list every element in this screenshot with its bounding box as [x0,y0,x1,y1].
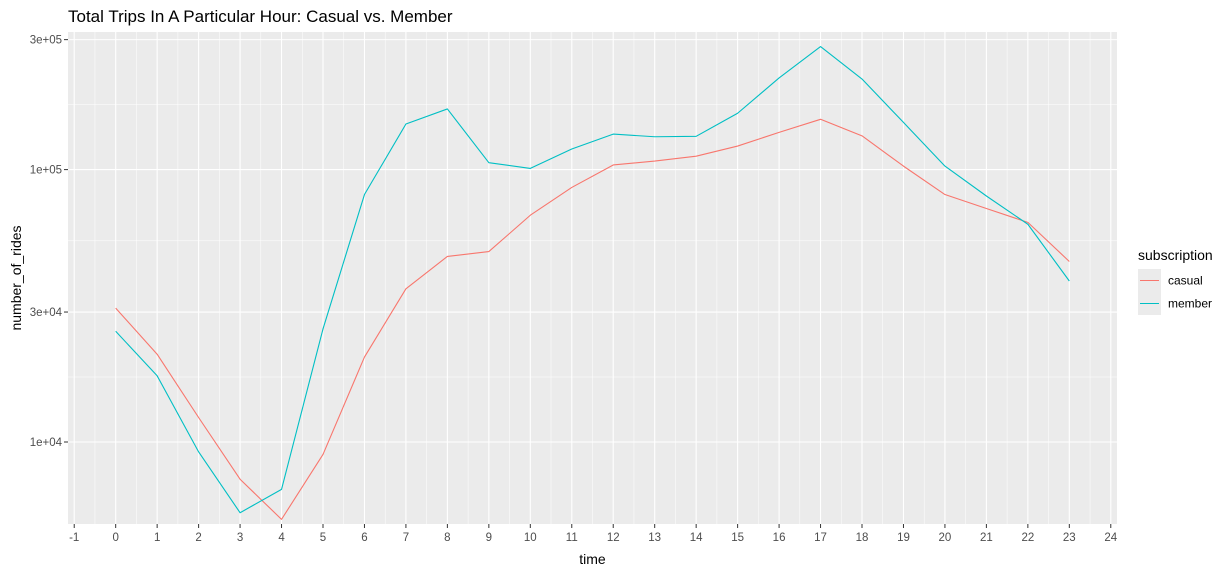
x-axis-title: time [579,551,606,567]
legend: subscription casual member [1138,247,1213,315]
x-tick-label: 15 [731,532,744,544]
x-tick-label: 2 [195,532,201,544]
y-axis: 1e+04 3e+04 1e+05 3e+05 [30,35,68,449]
legend-label-member: member [1168,297,1212,311]
x-tick-label: 24 [1104,532,1117,544]
legend-items: casual member [1138,269,1212,315]
x-tick-label: 21 [980,532,993,544]
x-tick-label: 22 [1021,532,1034,544]
legend-title: subscription [1138,247,1213,263]
x-tick-label: 6 [361,532,367,544]
x-tick-label: 11 [566,532,578,544]
chart-title: Total Trips In A Particular Hour: Casual… [68,7,453,26]
x-tick-label: 17 [814,532,827,544]
x-tick-label: 20 [939,532,952,544]
x-tick-label: 0 [112,532,118,544]
x-tick-label: 23 [1063,532,1076,544]
y-tick-label: 3e+05 [30,35,62,47]
x-tick-label: 4 [278,532,285,544]
x-tick-label: 14 [690,532,703,544]
x-tick-label: 12 [607,532,620,544]
y-tick-label: 3e+04 [30,307,63,319]
x-tick-label: 10 [524,532,537,544]
x-tick-label: -1 [69,532,79,544]
x-tick-label: 16 [773,532,786,544]
x-tick-label: 13 [648,532,661,544]
x-tick-label: 1 [154,532,160,544]
x-tick-label: 19 [897,532,910,544]
x-tick-label: 8 [444,532,450,544]
x-tick-label: 9 [486,532,492,544]
major-gridlines [68,32,1117,524]
x-tick-label: 5 [320,532,326,544]
x-axis: -1 0 1 2 3 4 5 6 7 8 9 10 11 12 13 14 15 16 17 18 19 20 21 22 23… [69,524,1118,544]
y-tick-label: 1e+04 [30,437,63,449]
x-tick-label: 18 [856,532,869,544]
series-line-member [115,45,1070,514]
x-tick-label: 3 [237,532,243,544]
series-line-casual [115,118,1070,520]
series-lines [115,45,1070,520]
x-tick-label: 7 [403,532,409,544]
legend-label-casual: casual [1168,274,1203,288]
y-tick-label: 1e+05 [30,165,62,177]
y-axis-title: number_of_rides [8,225,24,330]
